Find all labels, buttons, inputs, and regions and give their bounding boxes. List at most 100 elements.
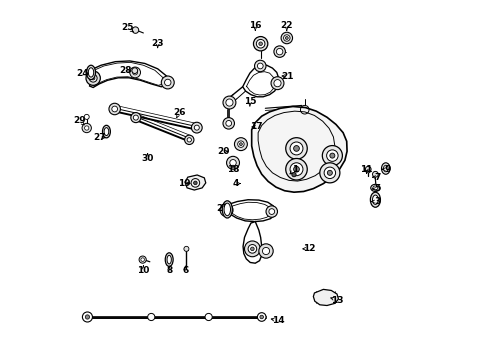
Text: 13: 13 <box>331 296 343 305</box>
Ellipse shape <box>102 125 110 138</box>
Circle shape <box>84 126 89 130</box>
Ellipse shape <box>372 186 377 190</box>
Ellipse shape <box>224 203 230 216</box>
Text: 2: 2 <box>216 204 222 213</box>
Circle shape <box>289 142 303 155</box>
Text: 26: 26 <box>173 108 185 117</box>
Text: 11: 11 <box>360 165 372 174</box>
Ellipse shape <box>86 65 95 80</box>
Circle shape <box>257 63 263 69</box>
Text: 3: 3 <box>373 197 380 206</box>
Polygon shape <box>92 62 165 86</box>
Text: 29: 29 <box>73 116 86 125</box>
Text: 24: 24 <box>76 69 88 78</box>
Ellipse shape <box>165 253 173 266</box>
Circle shape <box>161 76 174 89</box>
Circle shape <box>85 315 89 319</box>
Circle shape <box>285 158 306 180</box>
Circle shape <box>254 60 265 72</box>
Circle shape <box>276 48 282 55</box>
Circle shape <box>273 46 285 57</box>
Circle shape <box>82 123 91 133</box>
Text: 15: 15 <box>243 96 256 105</box>
Circle shape <box>147 314 155 320</box>
Polygon shape <box>184 175 205 190</box>
Circle shape <box>322 145 342 166</box>
Text: 17: 17 <box>250 122 263 131</box>
Ellipse shape <box>369 192 380 207</box>
Text: 20: 20 <box>216 147 229 156</box>
Circle shape <box>226 156 239 169</box>
Circle shape <box>285 37 287 40</box>
Circle shape <box>326 170 332 175</box>
Circle shape <box>223 118 234 129</box>
Ellipse shape <box>88 68 94 77</box>
Circle shape <box>250 247 254 251</box>
Circle shape <box>324 167 335 179</box>
Ellipse shape <box>222 201 232 218</box>
Text: 18: 18 <box>226 166 239 175</box>
Ellipse shape <box>381 163 389 174</box>
Circle shape <box>204 314 212 320</box>
Text: 28: 28 <box>119 67 131 76</box>
Circle shape <box>184 135 194 144</box>
Circle shape <box>258 244 273 258</box>
Circle shape <box>229 159 236 166</box>
Circle shape <box>84 114 89 120</box>
Ellipse shape <box>370 184 379 192</box>
Text: 6: 6 <box>182 266 188 275</box>
Text: 19: 19 <box>178 179 190 188</box>
Circle shape <box>139 256 146 263</box>
Ellipse shape <box>383 165 387 172</box>
Text: 27: 27 <box>93 133 105 142</box>
Circle shape <box>225 99 233 106</box>
Text: 21: 21 <box>281 72 293 81</box>
Circle shape <box>193 181 197 185</box>
Circle shape <box>132 70 137 75</box>
Circle shape <box>265 206 277 217</box>
Circle shape <box>91 76 95 80</box>
Circle shape <box>268 209 274 215</box>
Ellipse shape <box>366 170 369 173</box>
Circle shape <box>86 71 100 85</box>
Circle shape <box>89 74 97 82</box>
Circle shape <box>132 27 139 33</box>
Circle shape <box>260 315 263 319</box>
Text: 7: 7 <box>373 173 380 182</box>
Circle shape <box>372 171 378 177</box>
Circle shape <box>223 207 229 213</box>
Text: 12: 12 <box>302 244 315 253</box>
Text: 10: 10 <box>137 266 149 275</box>
Text: 23: 23 <box>151 39 163 48</box>
Circle shape <box>293 166 299 172</box>
Circle shape <box>131 113 141 123</box>
Polygon shape <box>258 111 334 181</box>
Circle shape <box>112 106 117 112</box>
Polygon shape <box>313 289 338 306</box>
Circle shape <box>253 37 267 51</box>
Circle shape <box>223 96 235 109</box>
Circle shape <box>283 35 289 41</box>
Text: 16: 16 <box>248 21 261 30</box>
Circle shape <box>244 241 260 257</box>
Circle shape <box>141 258 144 261</box>
Text: 14: 14 <box>272 316 285 325</box>
Circle shape <box>164 79 171 86</box>
Circle shape <box>293 145 299 151</box>
Circle shape <box>191 122 202 133</box>
Ellipse shape <box>104 128 108 135</box>
Circle shape <box>247 244 256 253</box>
Circle shape <box>291 172 296 177</box>
Circle shape <box>281 32 292 44</box>
Polygon shape <box>251 107 346 192</box>
Circle shape <box>365 166 370 172</box>
Circle shape <box>132 68 137 73</box>
Circle shape <box>256 40 264 48</box>
Polygon shape <box>223 200 276 222</box>
Circle shape <box>234 138 247 150</box>
Text: 4: 4 <box>232 179 238 188</box>
Circle shape <box>237 141 244 147</box>
Circle shape <box>82 312 92 322</box>
Circle shape <box>239 143 242 145</box>
Polygon shape <box>246 72 274 95</box>
